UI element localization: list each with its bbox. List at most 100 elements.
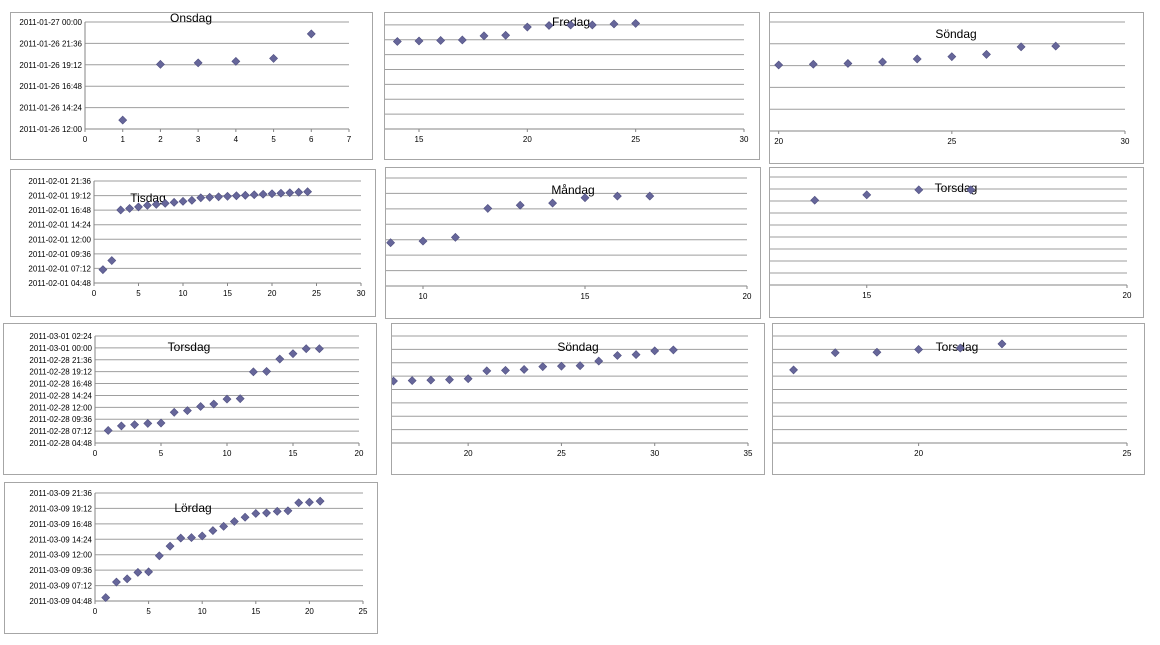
data-point bbox=[997, 339, 1007, 349]
chart-title: Onsdag bbox=[170, 13, 212, 25]
data-point bbox=[103, 426, 113, 435]
data-point bbox=[143, 419, 153, 428]
y-tick-label: 2011-03-01 02:24 bbox=[29, 332, 92, 341]
data-point bbox=[914, 185, 924, 195]
y-tick-label: 2011-03-09 04:48 bbox=[29, 597, 92, 606]
data-point bbox=[144, 567, 154, 577]
data-point bbox=[112, 577, 121, 587]
y-tick-label: 2011-02-01 14:24 bbox=[28, 221, 91, 230]
data-point bbox=[810, 195, 820, 205]
y-tick-label: 2011-03-09 21:36 bbox=[29, 489, 92, 498]
y-tick-label: 2011-02-28 16:48 bbox=[29, 380, 92, 389]
chart-title: Måndag bbox=[551, 183, 594, 197]
chart-panel-lordag: 2011-03-09 04:48 2011-03-09 07:12 2011-03-… bbox=[4, 482, 378, 634]
data-point bbox=[301, 344, 311, 354]
data-point bbox=[193, 58, 203, 68]
data-point bbox=[134, 202, 143, 212]
data-point bbox=[304, 497, 314, 507]
data-point bbox=[156, 59, 165, 69]
x-tick-label: 20 bbox=[355, 449, 364, 458]
data-point bbox=[482, 366, 492, 376]
data-point bbox=[580, 193, 590, 203]
data-point bbox=[197, 531, 207, 541]
data-point bbox=[240, 512, 250, 522]
x-tick-label: 0 bbox=[93, 607, 98, 616]
data-point bbox=[306, 29, 316, 39]
x-tick-label: 5 bbox=[146, 607, 151, 616]
data-point bbox=[515, 200, 525, 210]
chart-svg: 2011-02-01 04:48 2011-02-01 07:12 2011-02-… bbox=[28, 177, 366, 298]
x-tick-label: 15 bbox=[415, 135, 424, 144]
data-point bbox=[862, 190, 872, 200]
y-tick-label: 2011-02-28 19:12 bbox=[29, 368, 92, 377]
x-tick-label: 2 bbox=[158, 135, 163, 144]
data-point bbox=[774, 60, 784, 70]
data-point bbox=[426, 375, 436, 385]
data-point bbox=[222, 394, 232, 404]
data-point bbox=[966, 185, 976, 195]
data-point bbox=[314, 344, 324, 354]
data-point bbox=[214, 192, 224, 202]
chart-panel-tisdag: 2011-02-01 04:48 2011-02-01 07:12 2011-02-… bbox=[10, 169, 376, 317]
x-tick-label: 4 bbox=[234, 135, 239, 144]
y-tick-label: 2011-03-09 19:12 bbox=[29, 504, 92, 513]
data-point bbox=[650, 346, 660, 356]
data-point bbox=[98, 265, 108, 275]
y-tick-label: 2011-02-28 12:00 bbox=[29, 403, 92, 412]
y-tick-label: 2011-03-09 12:00 bbox=[29, 551, 92, 560]
x-tick-label: 15 bbox=[581, 292, 590, 301]
data-point bbox=[219, 521, 229, 531]
x-tick-label: 6 bbox=[309, 135, 314, 144]
data-point bbox=[612, 191, 622, 201]
data-point bbox=[407, 376, 417, 386]
data-point bbox=[231, 56, 241, 66]
data-point bbox=[231, 191, 241, 201]
data-point bbox=[1051, 41, 1061, 51]
x-tick-label: 7 bbox=[347, 135, 352, 144]
data-point bbox=[151, 199, 161, 209]
y-tick-label: 2011-02-28 14:24 bbox=[29, 391, 92, 400]
y-tick-label: 2011-03-09 07:12 bbox=[29, 582, 92, 591]
data-point bbox=[187, 533, 196, 542]
data-point bbox=[830, 348, 840, 358]
data-point bbox=[645, 191, 655, 201]
data-point bbox=[294, 498, 304, 508]
data-point bbox=[548, 198, 558, 208]
data-point bbox=[808, 59, 818, 69]
data-point bbox=[107, 256, 117, 265]
x-tick-label: 25 bbox=[631, 135, 640, 144]
data-point bbox=[872, 347, 882, 357]
y-tick-label: 2011-01-26 21:36 bbox=[19, 39, 82, 48]
x-tick-label: 5 bbox=[271, 135, 276, 144]
y-tick-label: 2011-03-09 16:48 bbox=[29, 520, 92, 529]
x-tick-label: 25 bbox=[359, 607, 368, 616]
x-tick-label: 15 bbox=[251, 607, 260, 616]
x-tick-label: 10 bbox=[198, 607, 207, 616]
chart-title: Lördag bbox=[174, 501, 211, 515]
data-point bbox=[272, 506, 282, 516]
x-tick-label: 35 bbox=[744, 449, 753, 458]
data-point bbox=[982, 49, 991, 59]
data-point bbox=[668, 345, 678, 355]
data-point bbox=[116, 421, 126, 431]
y-tick-label: 2011-02-28 09:36 bbox=[29, 415, 92, 424]
data-point bbox=[288, 349, 298, 359]
data-point bbox=[1016, 42, 1026, 52]
x-tick-label: 0 bbox=[93, 449, 98, 458]
x-tick-label: 10 bbox=[223, 449, 232, 458]
data-point bbox=[450, 232, 460, 242]
x-tick-label: 5 bbox=[136, 289, 141, 298]
x-tick-label: 25 bbox=[1123, 449, 1132, 458]
data-point bbox=[275, 354, 285, 364]
y-tick-label: 2011-01-26 19:12 bbox=[19, 61, 82, 70]
data-point bbox=[269, 53, 278, 63]
data-point bbox=[418, 236, 428, 246]
y-tick-label: 2011-02-28 04:48 bbox=[29, 439, 92, 448]
y-tick-label: 2011-02-01 16:48 bbox=[28, 206, 91, 215]
data-point bbox=[209, 399, 219, 409]
